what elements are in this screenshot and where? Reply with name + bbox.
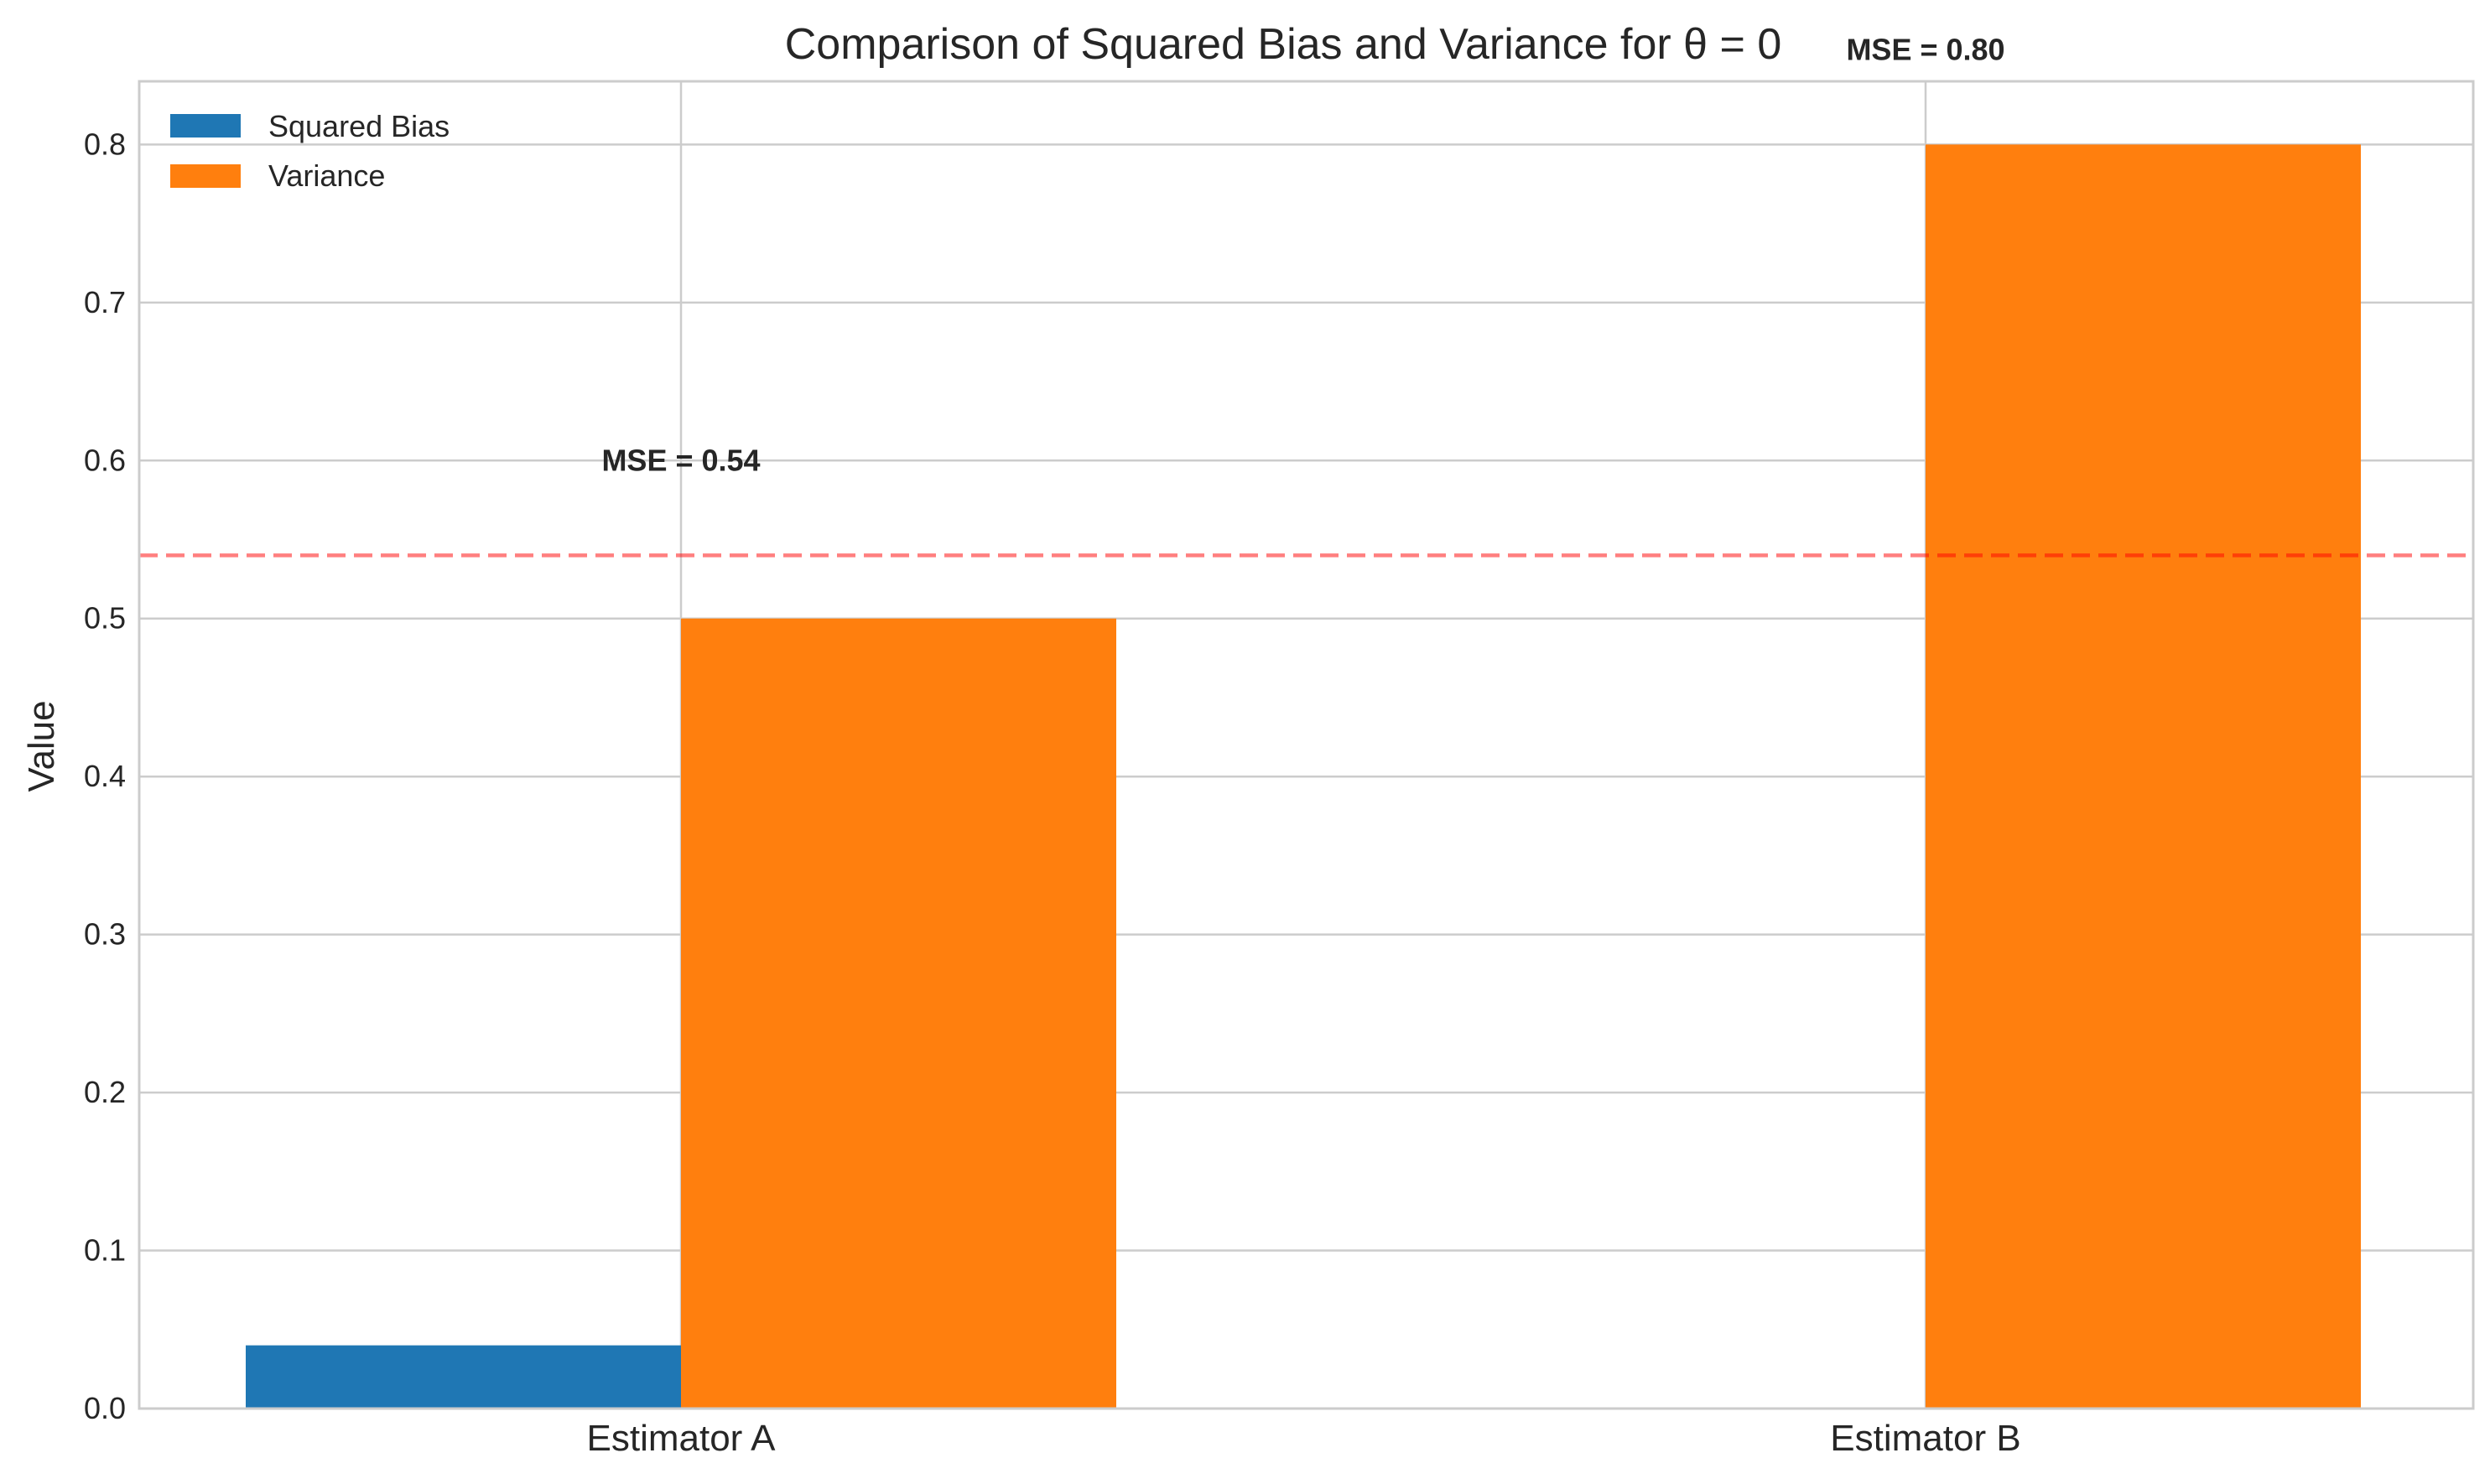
y-tick-label-1: 0.1 bbox=[84, 1233, 126, 1268]
bars bbox=[246, 144, 2361, 1409]
mse-annotation-1: MSE = 0.80 bbox=[1846, 32, 2004, 66]
legend-label-variance: Variance bbox=[268, 158, 385, 193]
legend: Squared Bias Variance bbox=[170, 109, 450, 193]
chart-title: Comparison of Squared Bias and Variance … bbox=[785, 20, 1782, 69]
plot-frame bbox=[138, 80, 2475, 1410]
y-tick-label-7: 0.7 bbox=[84, 285, 126, 319]
legend-swatch-variance bbox=[170, 164, 241, 188]
mse-annotation-0: MSE = 0.54 bbox=[601, 443, 760, 477]
bar-variance-estimator-b bbox=[1926, 144, 2361, 1409]
y-tick-label-3: 0.3 bbox=[84, 917, 126, 952]
y-axis-label: Value bbox=[21, 700, 62, 791]
y-tick-label-5: 0.5 bbox=[84, 601, 126, 636]
legend-label-squared-bias: Squared Bias bbox=[268, 109, 450, 143]
y-tick-label-8: 0.8 bbox=[84, 127, 126, 161]
y-tick-label-6: 0.6 bbox=[84, 443, 126, 477]
x-tick-label-0: Estimator A bbox=[587, 1418, 777, 1459]
y-tick-label-0: 0.0 bbox=[84, 1391, 126, 1425]
tick-labels: 0.0 0.1 0.2 0.3 0.4 0.5 0.6 0.7 0.8 Estimator A Es… bbox=[84, 127, 2021, 1459]
y-tick-label-4: 0.4 bbox=[84, 759, 126, 793]
annotations: MSE = 0.54 MSE = 0.80 bbox=[601, 32, 2004, 477]
y-tick-label-2: 0.2 bbox=[84, 1075, 126, 1109]
bar-squared-bias-estimator-a bbox=[246, 1345, 681, 1409]
bar-variance-estimator-a bbox=[681, 618, 1116, 1409]
x-tick-label-1: Estimator B bbox=[1830, 1418, 2020, 1459]
legend-swatch-squared-bias bbox=[170, 114, 241, 138]
